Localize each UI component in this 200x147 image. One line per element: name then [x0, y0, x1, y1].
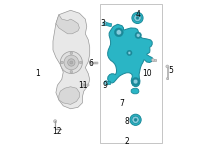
Circle shape [54, 120, 57, 123]
Circle shape [166, 65, 169, 68]
Bar [96, 62, 98, 64]
Circle shape [70, 70, 73, 73]
Circle shape [135, 32, 141, 39]
Text: 1: 1 [35, 69, 40, 78]
Polygon shape [53, 10, 90, 109]
FancyArrow shape [153, 59, 156, 61]
Circle shape [70, 52, 73, 55]
Text: 6: 6 [88, 59, 93, 69]
Circle shape [134, 14, 141, 22]
Text: 5: 5 [169, 66, 174, 75]
Circle shape [128, 51, 131, 54]
Circle shape [136, 33, 140, 37]
Text: 12: 12 [53, 127, 62, 136]
Circle shape [103, 22, 107, 25]
FancyArrow shape [104, 22, 112, 27]
Circle shape [90, 61, 93, 64]
Circle shape [132, 12, 143, 24]
FancyArrow shape [106, 81, 110, 84]
Bar [94, 62, 96, 64]
Circle shape [136, 16, 139, 19]
Circle shape [104, 81, 108, 85]
Circle shape [127, 50, 132, 56]
Polygon shape [108, 24, 153, 87]
Circle shape [68, 59, 75, 66]
Text: 4: 4 [136, 10, 141, 19]
Circle shape [114, 28, 123, 37]
Bar [100, 4, 162, 143]
Circle shape [61, 61, 63, 64]
Polygon shape [56, 15, 79, 34]
Text: 8: 8 [125, 117, 130, 126]
Text: 2: 2 [125, 137, 130, 146]
Circle shape [116, 30, 121, 35]
Circle shape [151, 59, 154, 61]
Polygon shape [131, 88, 139, 94]
Bar [87, 84, 89, 86]
Text: 10: 10 [142, 69, 152, 78]
Circle shape [134, 118, 137, 121]
Circle shape [81, 84, 84, 86]
Bar [91, 62, 93, 64]
Bar [84, 84, 86, 86]
Polygon shape [59, 87, 79, 104]
Bar [82, 84, 84, 86]
Circle shape [130, 114, 141, 125]
Circle shape [64, 55, 79, 70]
Circle shape [60, 51, 82, 74]
Circle shape [131, 77, 140, 86]
Circle shape [133, 79, 138, 84]
Text: 7: 7 [119, 99, 124, 108]
Circle shape [70, 61, 73, 64]
Circle shape [132, 116, 139, 123]
Circle shape [79, 61, 82, 64]
Text: 9: 9 [103, 81, 108, 91]
Text: 3: 3 [101, 19, 105, 28]
Bar [167, 67, 168, 79]
Circle shape [166, 78, 168, 80]
Text: 11: 11 [78, 81, 88, 91]
